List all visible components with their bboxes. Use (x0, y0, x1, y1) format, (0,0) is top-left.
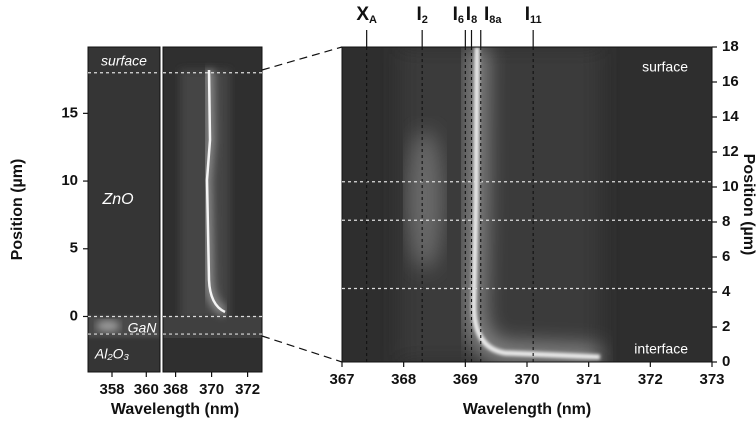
line-label: XA (356, 4, 377, 26)
line-label-main: I (453, 4, 458, 25)
line-label: I8 (466, 4, 477, 26)
line-label: I8a (484, 4, 502, 26)
y-tick-label: 16 (722, 73, 739, 90)
annotation: surface (101, 53, 147, 69)
x-tick-label: 372 (235, 381, 260, 398)
line-label-sub: 8 (471, 14, 477, 26)
x-axis-label: Wavelength (nm) (463, 401, 591, 418)
line-label: I2 (416, 4, 427, 26)
line-label-sub: 6 (458, 14, 464, 26)
y-tick-label: 6 (722, 248, 730, 265)
y-tick-label: 8 (722, 213, 730, 230)
frame (87, 46, 161, 373)
x-tick-label: 370 (514, 371, 539, 388)
x-tick-label: 367 (329, 371, 354, 388)
line-label-sub: A (369, 14, 377, 26)
y-axis-label: Position (µm) (9, 159, 26, 261)
connector (261, 46, 343, 71)
y-tick-label: 10 (61, 172, 78, 189)
y-tick-label: 18 (722, 38, 739, 55)
panel-left (88, 47, 160, 372)
x-axis-label: Wavelength (nm) (111, 401, 239, 418)
line-label-sub: 8a (489, 14, 502, 26)
line-label-sub: 11 (530, 14, 542, 26)
x-tick-label: 358 (99, 381, 124, 398)
x-tick-label: 360 (134, 381, 159, 398)
frame (162, 46, 263, 373)
annotation: Al₂O₃ (94, 346, 130, 362)
x-tick-label: 368 (163, 381, 188, 398)
x-tick-label: 370 (199, 381, 224, 398)
y-tick-label: 0 (70, 307, 78, 324)
line-label-sub: 2 (422, 14, 428, 26)
panel-middle (163, 47, 262, 372)
x-tick-label: 372 (638, 371, 663, 388)
y-tick-label: 12 (722, 143, 739, 160)
x-tick-label: 368 (391, 371, 416, 388)
y-tick-label: 10 (722, 178, 739, 195)
line-label-main: I (416, 4, 421, 25)
connector (261, 335, 343, 363)
line-label-main: I (525, 4, 530, 25)
x-tick-label: 373 (699, 371, 724, 388)
annotation: surface (642, 59, 688, 75)
y-tick-label: 4 (722, 283, 731, 300)
y-tick-label: 2 (722, 318, 730, 335)
line-label-main: I (466, 4, 471, 25)
panel-right (342, 47, 712, 362)
line-label-main: X (356, 4, 369, 25)
y-tick-label: 14 (722, 108, 739, 125)
y-tick-label: 5 (70, 240, 78, 257)
line-label-main: I (484, 4, 489, 25)
y-axis-label: Position (µm) (740, 154, 756, 256)
y-tick-label: 0 (722, 353, 730, 370)
annotation: ZnO (101, 191, 133, 208)
annotation: interface (634, 341, 688, 357)
x-tick-label: 369 (453, 371, 478, 388)
line-label: I6 (453, 4, 464, 26)
x-tick-label: 371 (576, 371, 601, 388)
y-tick-label: 15 (61, 104, 78, 121)
line-label: I11 (525, 4, 542, 26)
annotation: GaN (128, 320, 158, 336)
